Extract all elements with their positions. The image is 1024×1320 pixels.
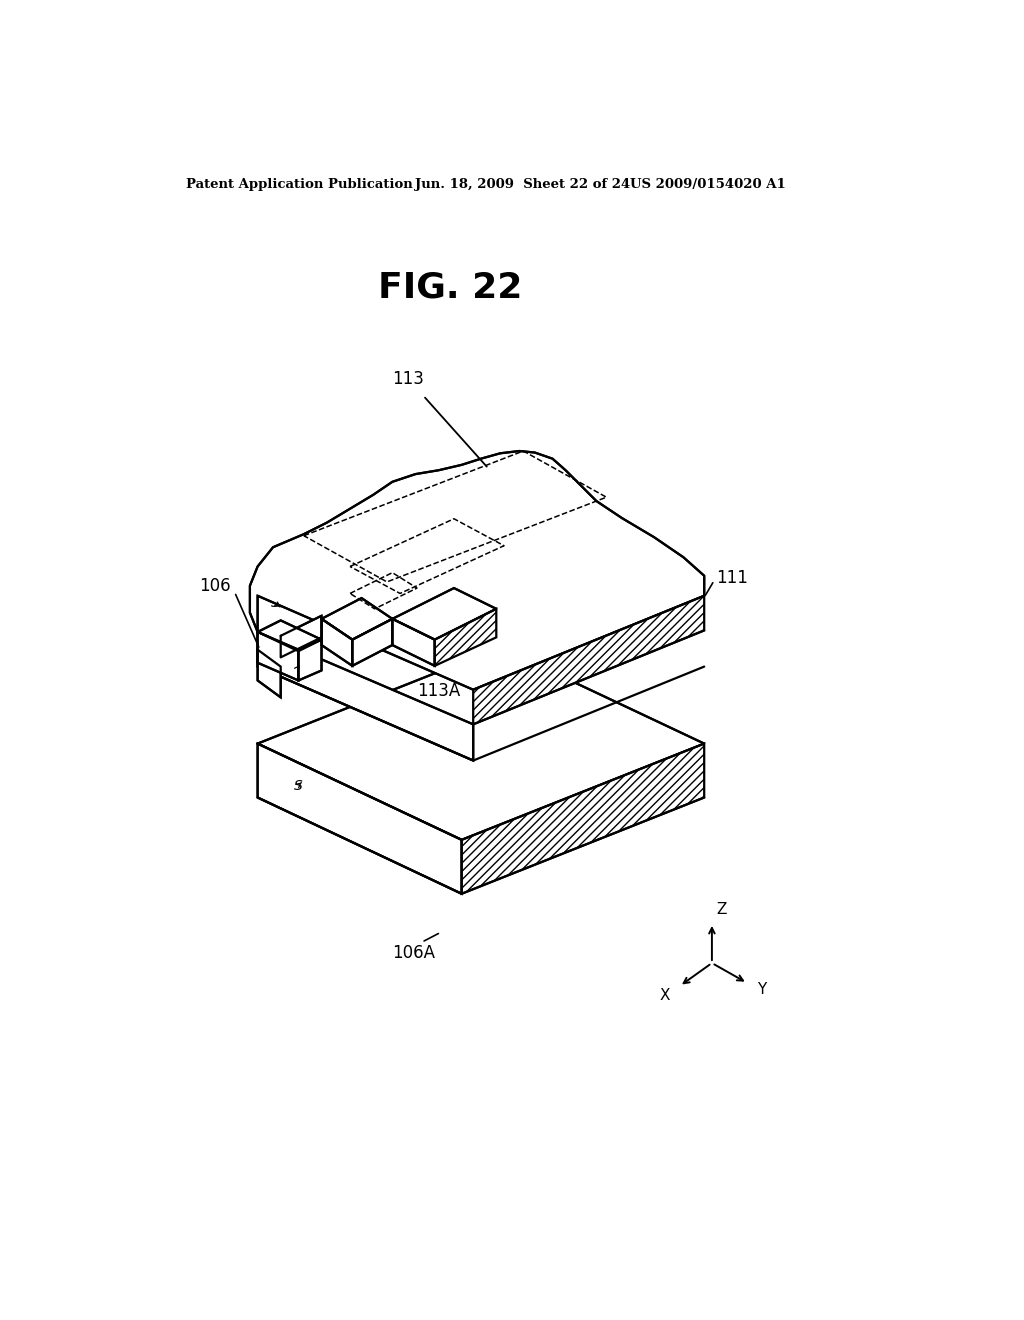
Polygon shape: [435, 609, 497, 665]
Polygon shape: [258, 649, 281, 697]
Text: 106A: 106A: [392, 944, 435, 962]
Polygon shape: [258, 632, 298, 681]
Polygon shape: [258, 743, 462, 894]
Polygon shape: [258, 647, 705, 840]
Text: Patent Application Publication: Patent Application Publication: [186, 178, 413, 190]
Polygon shape: [258, 632, 473, 760]
Polygon shape: [462, 743, 705, 894]
Text: S: S: [271, 597, 280, 610]
Polygon shape: [281, 615, 322, 657]
Text: US 2009/0154020 A1: US 2009/0154020 A1: [630, 178, 785, 190]
Polygon shape: [298, 640, 322, 681]
Polygon shape: [352, 619, 392, 665]
Text: 113: 113: [392, 370, 424, 388]
Text: 106: 106: [199, 577, 230, 595]
Polygon shape: [322, 598, 392, 640]
Text: 111: 111: [716, 569, 748, 587]
Text: S: S: [292, 664, 300, 677]
Text: FIG. 22: FIG. 22: [378, 271, 522, 304]
Polygon shape: [322, 619, 352, 665]
Polygon shape: [473, 595, 705, 725]
Text: 113A: 113A: [417, 682, 460, 700]
Polygon shape: [392, 619, 435, 665]
Polygon shape: [258, 620, 322, 651]
Polygon shape: [250, 451, 705, 689]
Text: Y: Y: [757, 982, 766, 997]
Text: Z: Z: [717, 902, 727, 917]
Text: Jun. 18, 2009  Sheet 22 of 24: Jun. 18, 2009 Sheet 22 of 24: [416, 178, 631, 190]
Text: X: X: [659, 987, 670, 1003]
Polygon shape: [392, 589, 497, 640]
Text: S: S: [294, 779, 303, 793]
